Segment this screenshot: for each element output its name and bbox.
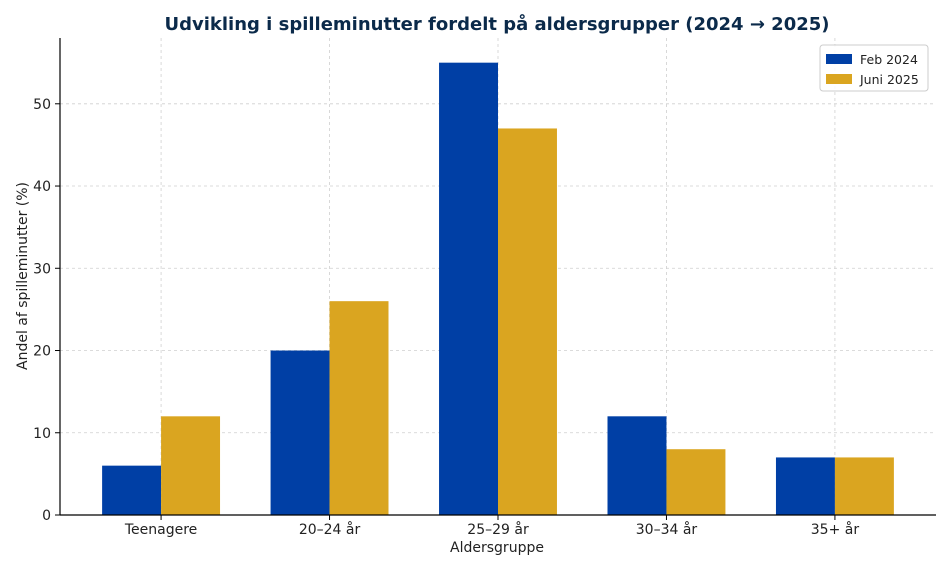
x-tick-label: 30–34 år [636,521,698,538]
x-tick-label: 20–24 år [299,521,361,538]
bar-series1 [775,457,835,515]
bar-series2 [329,301,389,515]
x-axis-label: Aldersgruppe [450,540,544,556]
legend: Feb 2024 Juni 2025 [819,44,929,92]
bar-series1 [270,350,330,515]
bar-series1 [607,416,667,515]
bar-series2 [666,449,726,515]
bar-series2 [834,457,894,515]
axes [55,38,936,520]
legend-label: Juni 2025 [859,72,919,87]
y-tick-label: 50 [33,97,51,113]
bar-series2 [498,128,557,515]
x-tick-label: Teenagere [124,522,197,538]
bar-series2 [161,416,221,515]
x-tick-label: 25–29 år [467,521,529,538]
x-tick-label: 35+ år [811,521,860,538]
y-tick-label: 0 [42,508,51,524]
y-tick-label: 40 [33,179,51,195]
chart-title: Udvikling i spilleminutter fordelt på al… [164,13,829,35]
legend-swatch [826,54,852,64]
legend-label: Feb 2024 [860,52,918,67]
bar-series1 [102,465,162,515]
legend-swatch [826,74,852,84]
y-tick-label: 30 [33,261,51,277]
bars [102,62,894,515]
tick-labels: 0 10 20 30 40 50 Teenagere 20–24 år 25–29 år 30–3… [33,97,859,538]
y-axis-label: Andel af spilleminutter (%) [15,182,31,370]
y-tick-label: 20 [33,344,51,360]
bar-series1 [439,62,498,515]
y-tick-label: 10 [33,426,51,442]
